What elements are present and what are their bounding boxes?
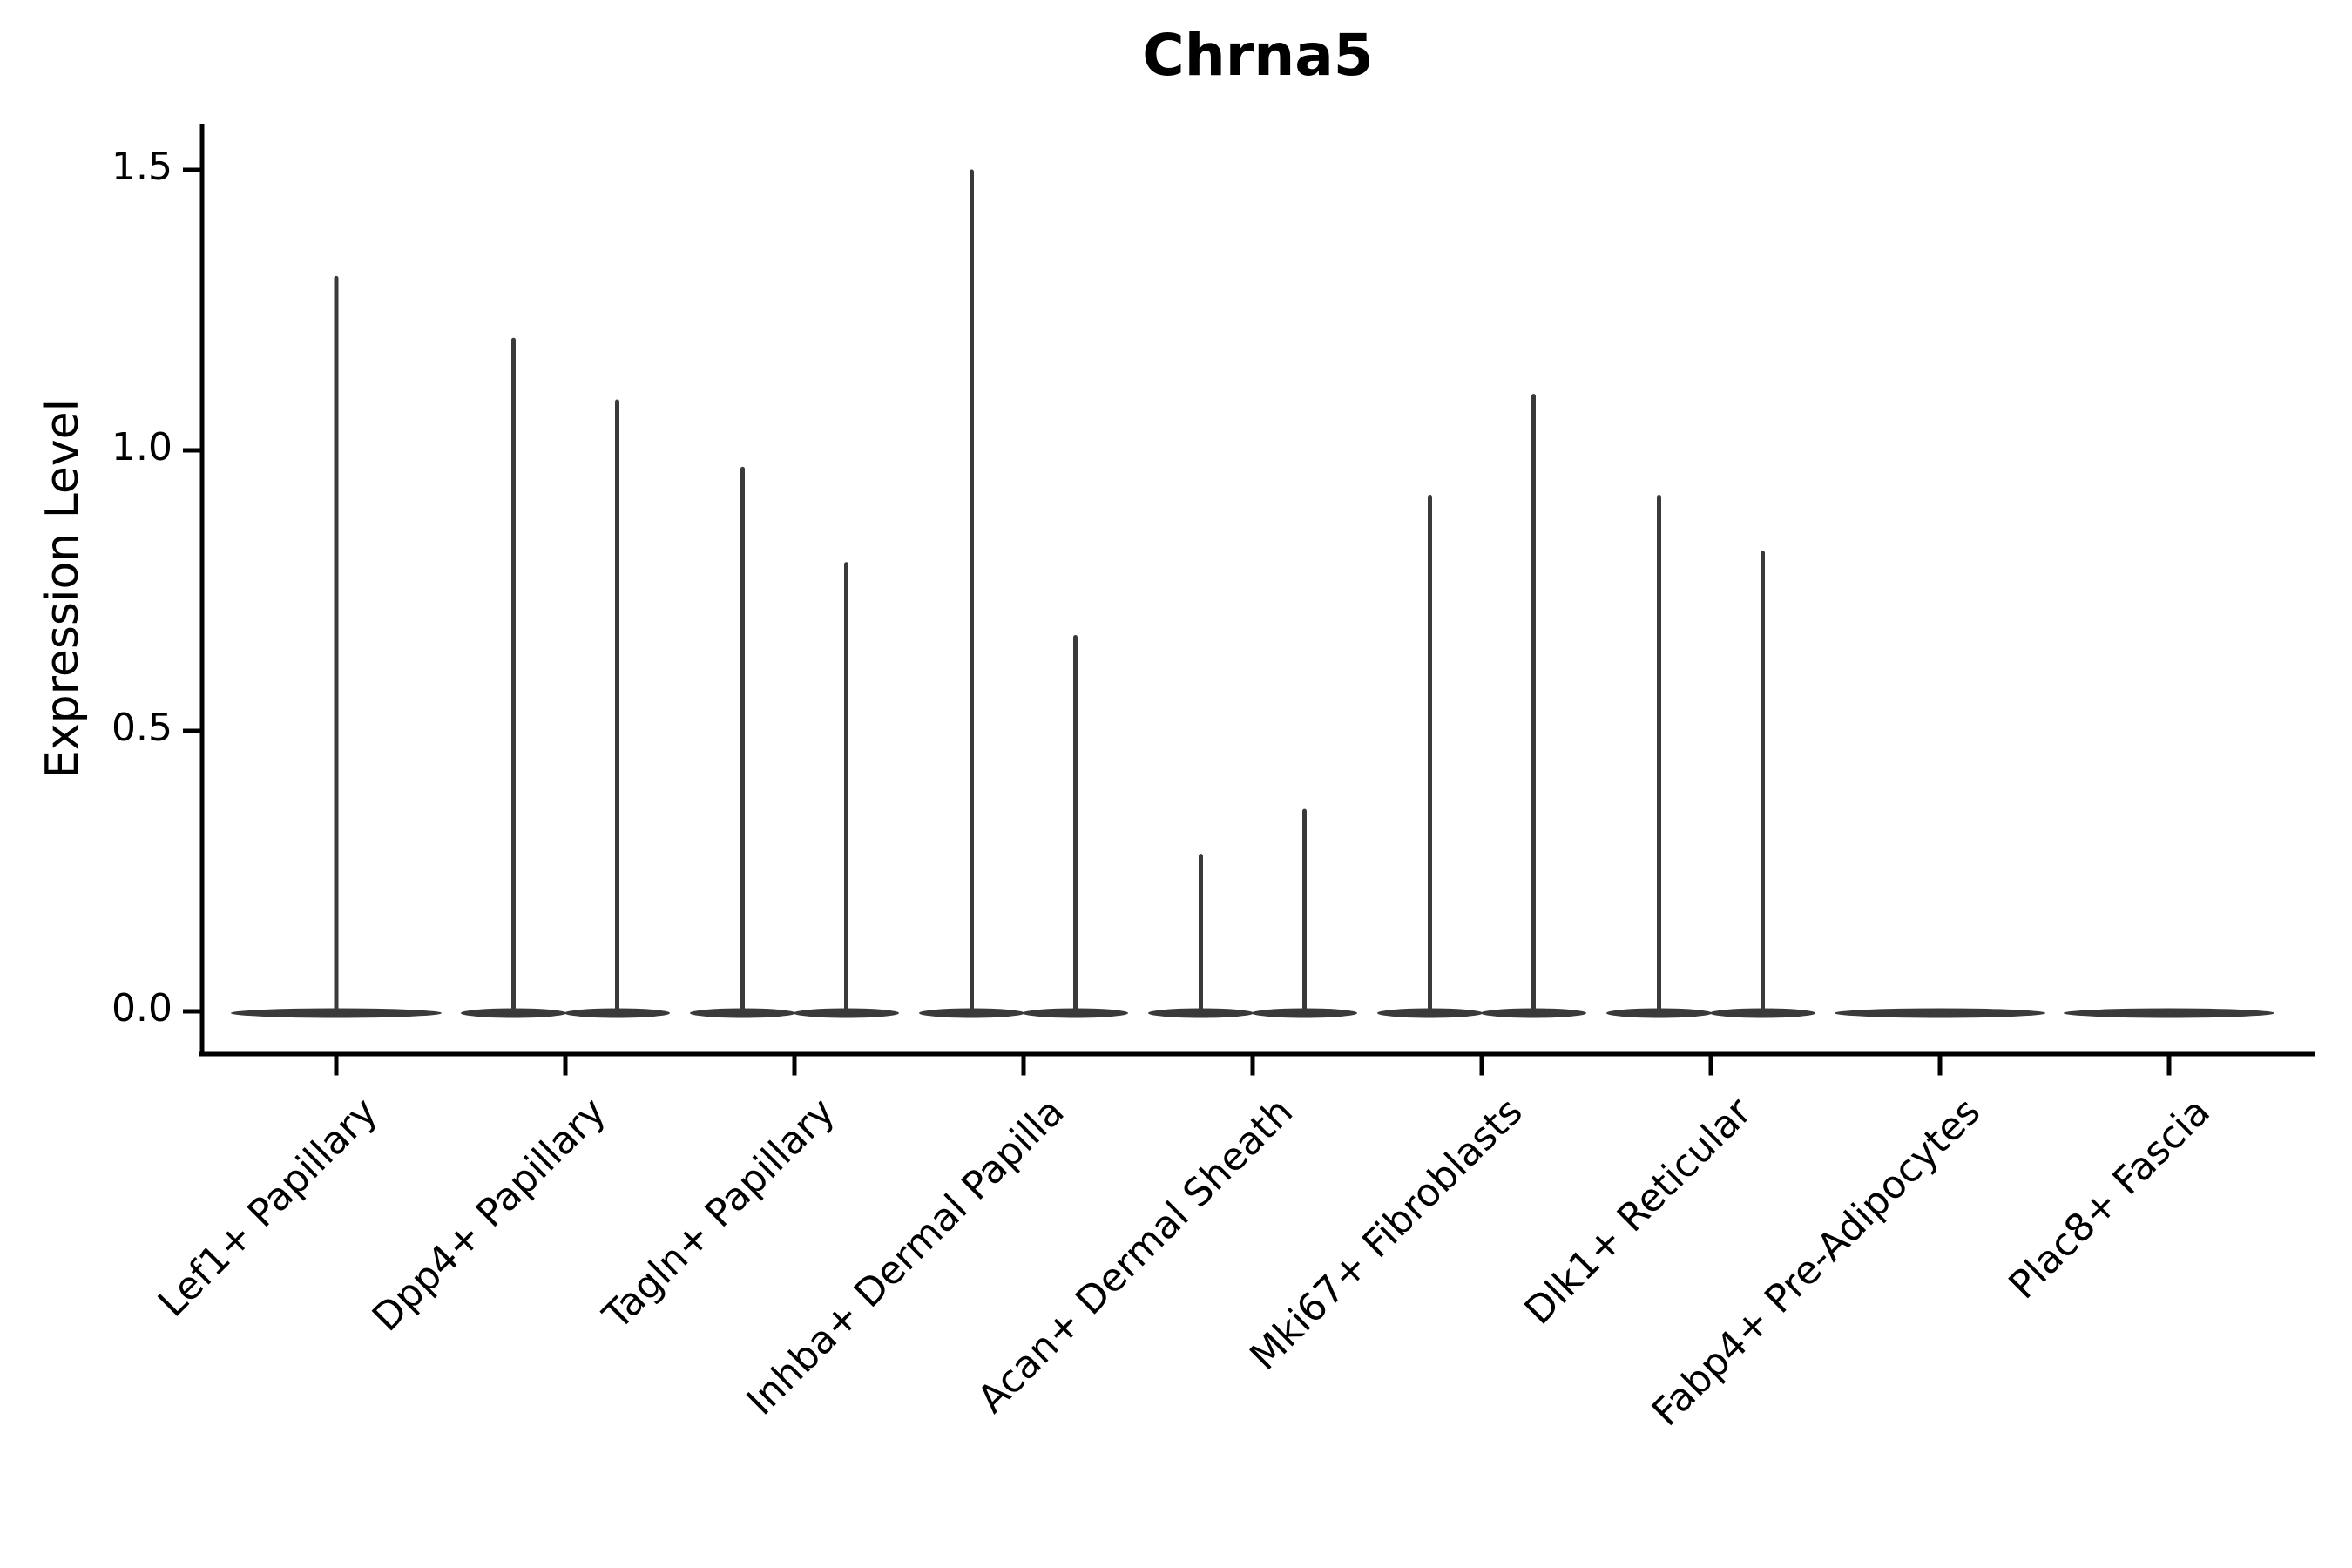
- y-tick-label: 0.0: [112, 986, 172, 1031]
- violin-base: [2064, 1008, 2274, 1018]
- chart-title: Chrna5: [1142, 22, 1374, 89]
- y-tick-label: 0.5: [112, 706, 172, 750]
- violin-base: [1835, 1008, 2045, 1018]
- y-tick-label: 1.5: [112, 145, 172, 189]
- y-tick-label: 1.0: [112, 425, 172, 470]
